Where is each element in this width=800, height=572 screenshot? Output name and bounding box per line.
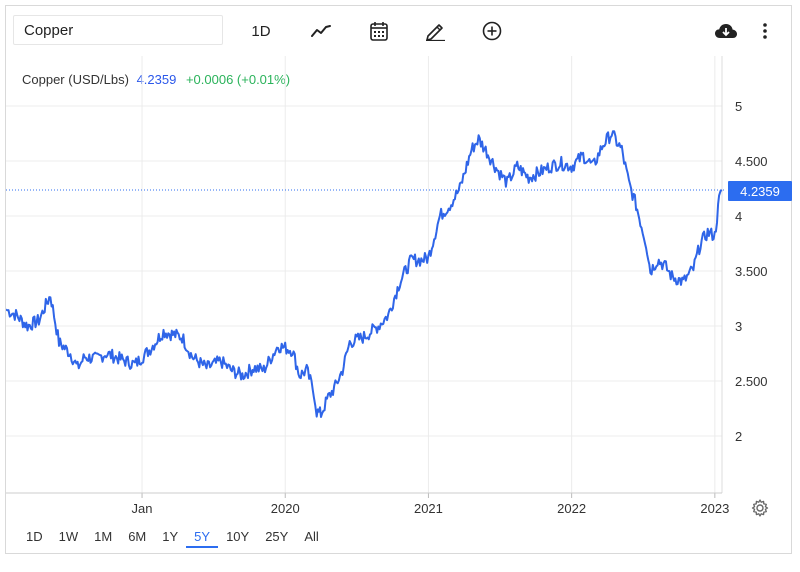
range-selector: 1D 1W 1M 6M 1Y 5Y 10Y 25Y All — [18, 526, 327, 548]
range-button-6m[interactable]: 6M — [128, 529, 147, 544]
range-button-25y[interactable]: 25Y — [265, 529, 289, 544]
series-line — [6, 130, 723, 418]
chart-toolbar: 1D — [6, 6, 791, 56]
range-button-10y[interactable]: 10Y — [226, 529, 250, 544]
y-tick-label: 5 — [735, 99, 742, 114]
download-cloud-icon[interactable] — [711, 18, 741, 44]
range-button-1m[interactable]: 1M — [94, 529, 113, 544]
chart-legend: Copper (USD/Lbs) 4.2359 +0.0006 (+0.01%) — [22, 72, 290, 87]
x-tick-label: Jan — [132, 501, 153, 516]
symbol-search-input[interactable] — [13, 15, 223, 45]
more-vert-icon[interactable] — [755, 18, 775, 44]
price-chart[interactable]: 2 2.500 3 3.500 4 4.500 5 Jan 2020 2021 2022 2023 — [6, 6, 791, 521]
y-tick-label: 2 — [735, 429, 742, 444]
legend-price: 4.2359 — [136, 72, 177, 87]
interval-button[interactable]: 1D — [251, 22, 271, 40]
range-button-all[interactable]: All — [304, 529, 319, 544]
range-button-5y[interactable]: 5Y — [186, 526, 219, 548]
range-button-1y[interactable]: 1Y — [162, 529, 179, 544]
x-tick-label: 2020 — [271, 501, 300, 516]
legend-change: +0.0006 (+0.01%) — [185, 72, 291, 87]
range-button-1d[interactable]: 1D — [26, 529, 43, 544]
draw-icon[interactable] — [421, 18, 449, 44]
chart-widget: 1D Copper (USD/Lbs) 4.2359 +0.0006 (+0.0… — [5, 5, 792, 554]
y-tick-label: 4.500 — [735, 154, 768, 169]
x-tick-label: 2023 — [700, 501, 729, 516]
y-tick-label: 4 — [735, 209, 742, 224]
y-tick-label: 3.500 — [735, 264, 768, 279]
x-tick-label: 2021 — [414, 501, 443, 516]
calendar-icon[interactable] — [366, 18, 392, 44]
x-tick-label: 2022 — [557, 501, 586, 516]
y-tick-label: 3 — [735, 319, 742, 334]
range-button-1w[interactable]: 1W — [58, 529, 79, 544]
settings-gear-icon[interactable] — [750, 498, 770, 518]
legend-symbol-name: Copper (USD/Lbs) — [22, 72, 129, 87]
y-tick-label: 2.500 — [735, 374, 768, 389]
add-icon[interactable] — [478, 18, 506, 44]
last-price-tag: 4.2359 — [728, 181, 792, 201]
line-chart-icon[interactable] — [307, 18, 335, 44]
